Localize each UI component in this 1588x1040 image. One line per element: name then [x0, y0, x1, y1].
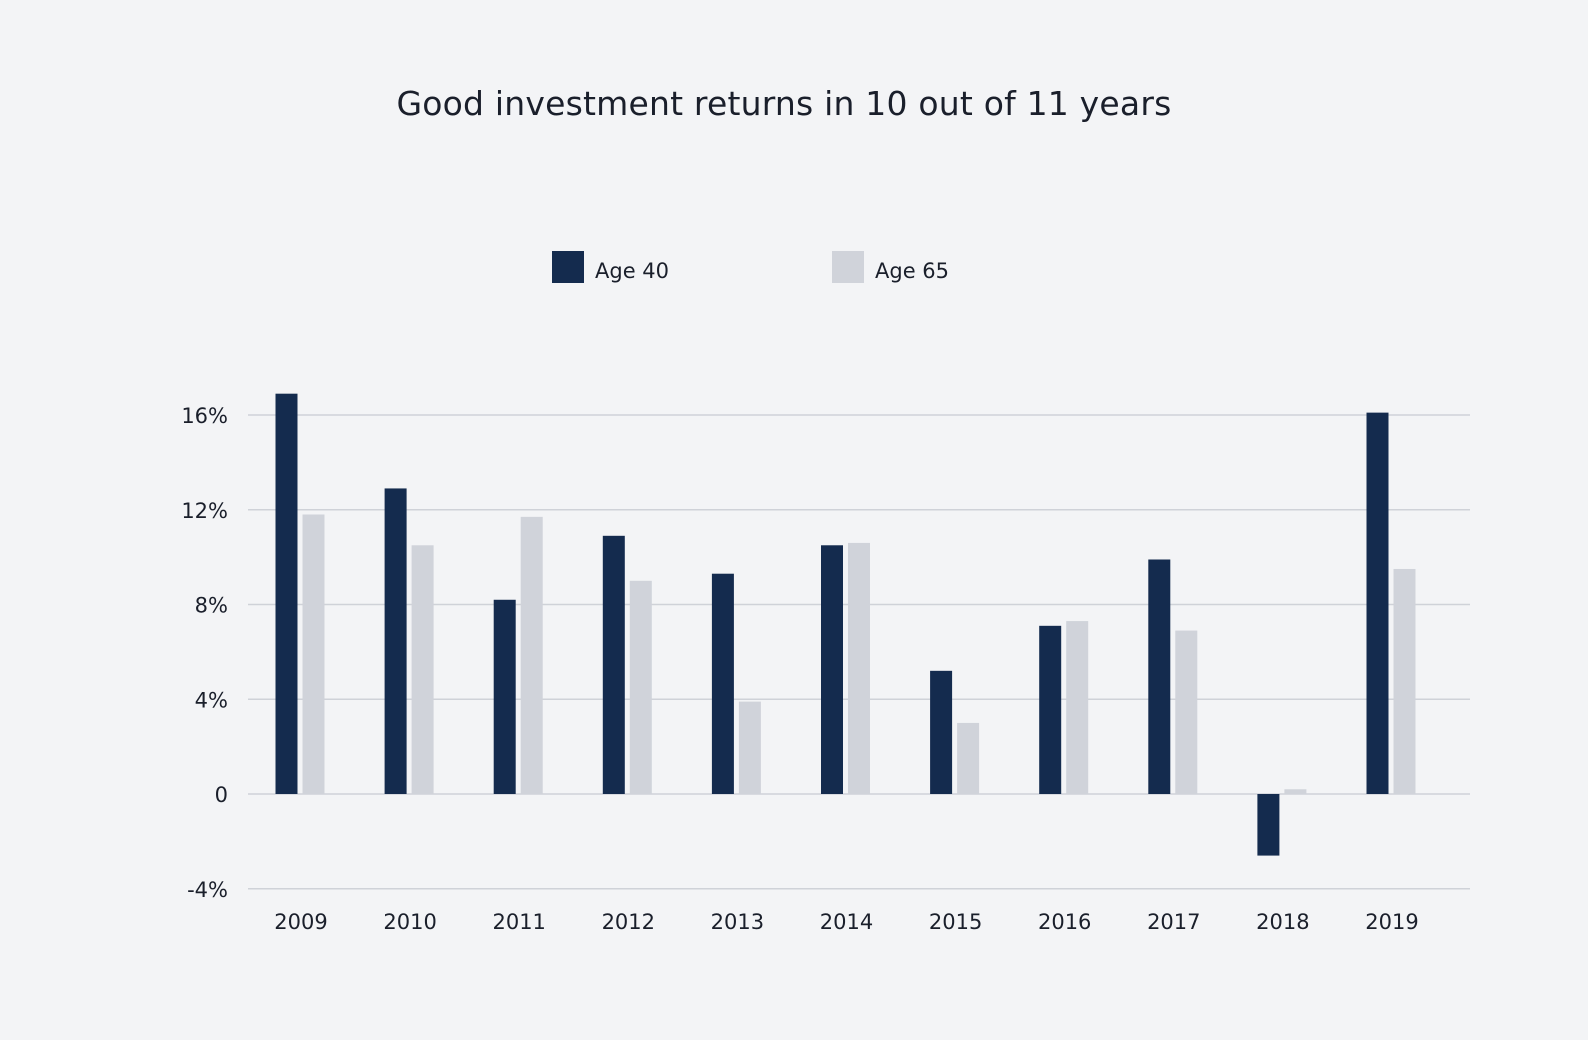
bar-age-40-2012: [602, 535, 625, 794]
y-tick-label: 0: [215, 783, 228, 807]
x-tick-label: 2014: [820, 910, 873, 934]
y-tick-label: 16%: [181, 404, 228, 428]
legend-swatch-age-40: [552, 251, 584, 283]
x-axis-labels: 2009 2010 2011 2012 2013 2014 2015 2016 2017 2018…: [274, 910, 1418, 934]
y-tick-label: 8%: [195, 594, 228, 618]
x-tick-label: 2011: [492, 910, 545, 934]
bar-age-40-2015: [930, 670, 953, 794]
bar-age-40-2010: [384, 488, 407, 794]
bar-age-40-2018: [1257, 794, 1280, 856]
y-tick-label: -4%: [187, 878, 228, 902]
y-tick-label: 12%: [181, 499, 228, 523]
y-axis-labels: 16% 12% 8% 4% 0 -4%: [181, 404, 228, 902]
bar-age-40-2016: [1039, 625, 1062, 794]
y-tick-label: 4%: [195, 688, 228, 712]
x-tick-label: 2015: [929, 910, 982, 934]
x-tick-label: 2016: [1038, 910, 1091, 934]
x-tick-label: 2010: [383, 910, 436, 934]
x-tick-label: 2012: [602, 910, 655, 934]
legend: Age 40 Age 65: [0, 250, 1568, 284]
bar-age-40-2009: [275, 393, 298, 794]
chart-title: Good investment returns in 10 out of 11 …: [396, 84, 1172, 123]
bar-age-65-2018: [1284, 789, 1307, 794]
bar-age-40-2013: [711, 573, 734, 794]
bar-age-40-2014: [821, 545, 843, 794]
x-tick-label: 2018: [1256, 910, 1309, 934]
bar-age-65-2013: [738, 701, 761, 794]
legend-label-age-65: Age 65: [875, 259, 950, 283]
bar-age-40-2017: [1148, 559, 1171, 794]
legend-label-age-40: Age 40: [595, 259, 670, 283]
x-tick-label: 2019: [1365, 910, 1418, 934]
x-tick-label: 2017: [1147, 910, 1200, 934]
bar-age-40-2011: [493, 599, 516, 794]
legend-swatch-age-65: [832, 251, 864, 283]
x-tick-label: 2009: [274, 910, 327, 934]
bar-age-65-2017: [1175, 630, 1198, 794]
bar-age-65-2014: [848, 542, 870, 794]
bar-age-40-2019: [1366, 412, 1389, 794]
bar-age-65-2009: [302, 514, 325, 794]
bar-age-65-2016: [1066, 621, 1089, 794]
bar-age-65-2011: [520, 516, 543, 794]
legend-item-age-65: Age 65: [832, 250, 949, 284]
bar-age-65-2010: [411, 545, 434, 794]
bars: [275, 393, 1416, 856]
bar-age-65-2019: [1393, 568, 1416, 794]
x-tick-label: 2013: [711, 910, 764, 934]
legend-item-age-40: Age 40: [552, 250, 669, 284]
bar-age-65-2012: [629, 580, 652, 794]
bar-age-65-2015: [957, 722, 980, 794]
